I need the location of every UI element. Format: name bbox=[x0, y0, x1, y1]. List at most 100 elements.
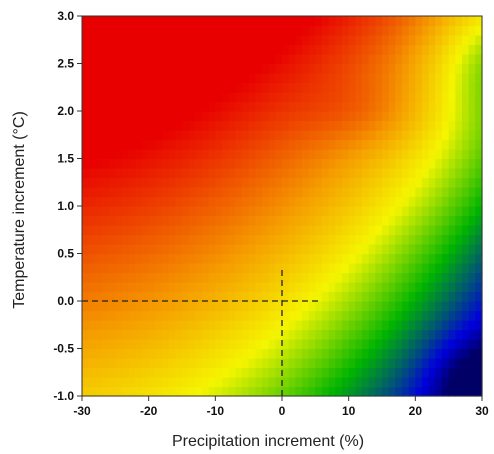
heatmap-cell bbox=[322, 263, 330, 274]
heatmap-cell bbox=[435, 35, 443, 46]
heatmap-cell bbox=[122, 377, 130, 388]
heatmap-cell bbox=[88, 111, 96, 122]
heatmap-cell bbox=[228, 358, 236, 369]
heatmap-cell bbox=[82, 377, 90, 388]
heatmap-cell bbox=[168, 301, 176, 312]
heatmap-cell bbox=[242, 310, 250, 321]
heatmap-cell bbox=[162, 177, 170, 188]
heatmap-cell bbox=[268, 73, 276, 84]
heatmap-cell bbox=[82, 253, 90, 264]
heatmap-cell bbox=[142, 215, 150, 226]
heatmap-cell bbox=[208, 339, 216, 350]
heatmap-cell bbox=[448, 301, 456, 312]
heatmap-cell bbox=[335, 358, 343, 369]
heatmap-cell bbox=[408, 196, 416, 207]
heatmap-cell bbox=[235, 73, 243, 84]
heatmap-cell bbox=[95, 215, 103, 226]
heatmap-cell bbox=[362, 130, 370, 141]
heatmap-cell bbox=[255, 16, 263, 27]
heatmap-cell bbox=[342, 25, 350, 36]
heatmap-cell bbox=[168, 215, 176, 226]
heatmap-cell bbox=[162, 158, 170, 169]
heatmap-cell bbox=[442, 244, 450, 255]
heatmap-cell bbox=[182, 386, 190, 397]
heatmap-cell bbox=[428, 139, 436, 150]
heatmap-cell bbox=[295, 348, 303, 359]
heatmap-cell bbox=[275, 206, 283, 217]
heatmap-cell bbox=[268, 25, 276, 36]
heatmap-cell bbox=[288, 310, 296, 321]
heatmap-cell bbox=[182, 44, 190, 55]
heatmap-cell bbox=[255, 272, 263, 283]
heatmap-cell bbox=[208, 54, 216, 65]
heatmap-cell bbox=[362, 234, 370, 245]
heatmap-cell bbox=[195, 329, 203, 340]
heatmap-cell bbox=[135, 358, 143, 369]
heatmap-cell bbox=[168, 158, 176, 169]
heatmap-cell bbox=[242, 168, 250, 179]
heatmap-cell bbox=[95, 244, 103, 255]
heatmap-cell bbox=[175, 92, 183, 103]
heatmap-cell bbox=[102, 35, 110, 46]
heatmap-cell bbox=[348, 130, 356, 141]
heatmap-cell bbox=[202, 339, 210, 350]
heatmap-cell bbox=[235, 358, 243, 369]
heatmap-cell bbox=[295, 149, 303, 160]
heatmap-cell bbox=[102, 377, 110, 388]
heatmap-cell bbox=[202, 196, 210, 207]
heatmap-cell bbox=[308, 25, 316, 36]
heatmap-cell bbox=[202, 282, 210, 293]
heatmap-cell bbox=[155, 263, 163, 274]
heatmap-cell bbox=[135, 215, 143, 226]
heatmap-cell bbox=[322, 35, 330, 46]
heatmap-cell bbox=[108, 130, 116, 141]
heatmap-cell bbox=[208, 263, 216, 274]
heatmap-cell bbox=[388, 386, 396, 397]
heatmap-cell bbox=[115, 272, 123, 283]
heatmap-cell bbox=[228, 25, 236, 36]
heatmap-cell bbox=[102, 82, 110, 93]
heatmap-cell bbox=[388, 101, 396, 112]
heatmap-cell bbox=[442, 386, 450, 397]
heatmap-cell bbox=[115, 82, 123, 93]
heatmap-cell bbox=[268, 101, 276, 112]
heatmap-cell bbox=[308, 244, 316, 255]
heatmap-cell bbox=[108, 196, 116, 207]
heatmap-cell bbox=[328, 320, 336, 331]
heatmap-cell bbox=[235, 225, 243, 236]
heatmap-cell bbox=[302, 358, 310, 369]
heatmap-cell bbox=[335, 339, 343, 350]
heatmap-cell bbox=[182, 168, 190, 179]
heatmap-cell bbox=[248, 291, 256, 302]
heatmap-cell bbox=[248, 348, 256, 359]
heatmap-cell bbox=[455, 225, 463, 236]
heatmap-cell bbox=[382, 263, 390, 274]
heatmap-cell bbox=[402, 92, 410, 103]
heatmap-cell bbox=[375, 377, 383, 388]
heatmap-cell bbox=[308, 272, 316, 283]
heatmap-cell bbox=[228, 320, 236, 331]
heatmap-cell bbox=[262, 92, 270, 103]
heatmap-cell bbox=[455, 339, 463, 350]
heatmap-cell bbox=[408, 377, 416, 388]
heatmap-cell bbox=[388, 35, 396, 46]
heatmap-cell bbox=[235, 130, 243, 141]
heatmap-cell bbox=[82, 282, 90, 293]
heatmap-cell bbox=[262, 111, 270, 122]
heatmap-cell bbox=[142, 320, 150, 331]
heatmap-cell bbox=[128, 282, 136, 293]
heatmap-cell bbox=[108, 63, 116, 74]
heatmap-cell bbox=[362, 158, 370, 169]
heatmap-cell bbox=[442, 120, 450, 131]
heatmap-cell bbox=[242, 272, 250, 283]
heatmap-cell bbox=[455, 329, 463, 340]
heatmap-cell bbox=[375, 158, 383, 169]
heatmap-cell bbox=[322, 206, 330, 217]
heatmap-cell bbox=[95, 329, 103, 340]
heatmap-cell bbox=[168, 82, 176, 93]
heatmap-cell bbox=[122, 130, 130, 141]
heatmap-cell bbox=[128, 44, 136, 55]
heatmap-cell bbox=[142, 92, 150, 103]
heatmap-cell bbox=[208, 253, 216, 264]
heatmap-cell bbox=[202, 92, 210, 103]
